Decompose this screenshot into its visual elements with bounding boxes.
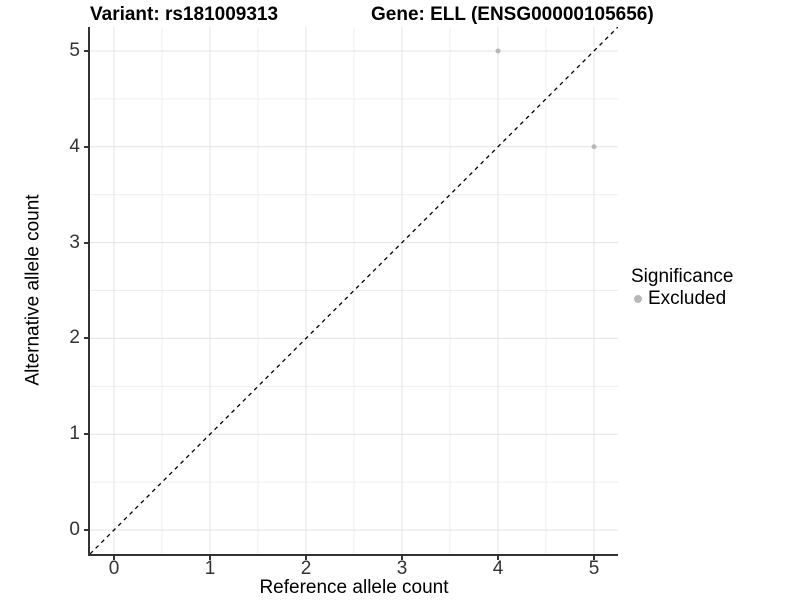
- x-tick-label: 0: [108, 558, 120, 579]
- y-tick-label: 4: [69, 135, 80, 157]
- y-tick-mark: [84, 529, 88, 532]
- y-axis-title: Alternative allele count: [22, 194, 44, 386]
- y-tick-label: 5: [69, 39, 80, 61]
- x-tick-label: 1: [204, 558, 216, 579]
- x-tick-label: 3: [396, 558, 408, 579]
- y-tick-label: 0: [69, 519, 80, 541]
- x-axis-title: Reference allele count: [259, 577, 449, 598]
- data-point: [495, 48, 501, 54]
- y-tick-mark: [84, 433, 88, 436]
- x-tick-label: 4: [492, 558, 504, 579]
- gene-title: Gene: ELL (ENSG00000105656): [371, 4, 654, 25]
- x-tick-mark: [401, 556, 403, 560]
- legend-item-excluded: Excluded: [631, 288, 733, 309]
- x-tick-mark: [593, 556, 595, 560]
- y-tick-mark: [84, 241, 88, 244]
- y-tick-mark: [84, 49, 88, 52]
- y-tick-label: 3: [69, 231, 80, 253]
- legend: Significance Excluded: [631, 266, 733, 309]
- x-tick-mark: [305, 556, 307, 560]
- plot-canvas: [90, 27, 618, 554]
- x-tick-mark: [113, 556, 115, 560]
- plot-panel: [88, 27, 618, 556]
- x-tick-mark: [209, 556, 211, 560]
- data-point: [591, 144, 597, 150]
- y-tick-mark: [84, 145, 88, 148]
- variant-title: Variant: rs181009313: [90, 4, 279, 25]
- legend-title: Significance: [631, 266, 734, 287]
- y-tick-label: 2: [69, 327, 80, 349]
- excluded-point-icon: [634, 294, 642, 303]
- x-tick-label: 5: [588, 558, 600, 579]
- x-tick-label: 2: [300, 558, 312, 579]
- x-tick-mark: [497, 556, 499, 560]
- legend-item-label: Excluded: [648, 288, 727, 309]
- y-tick-label: 1: [69, 423, 80, 445]
- y-tick-mark: [84, 337, 88, 340]
